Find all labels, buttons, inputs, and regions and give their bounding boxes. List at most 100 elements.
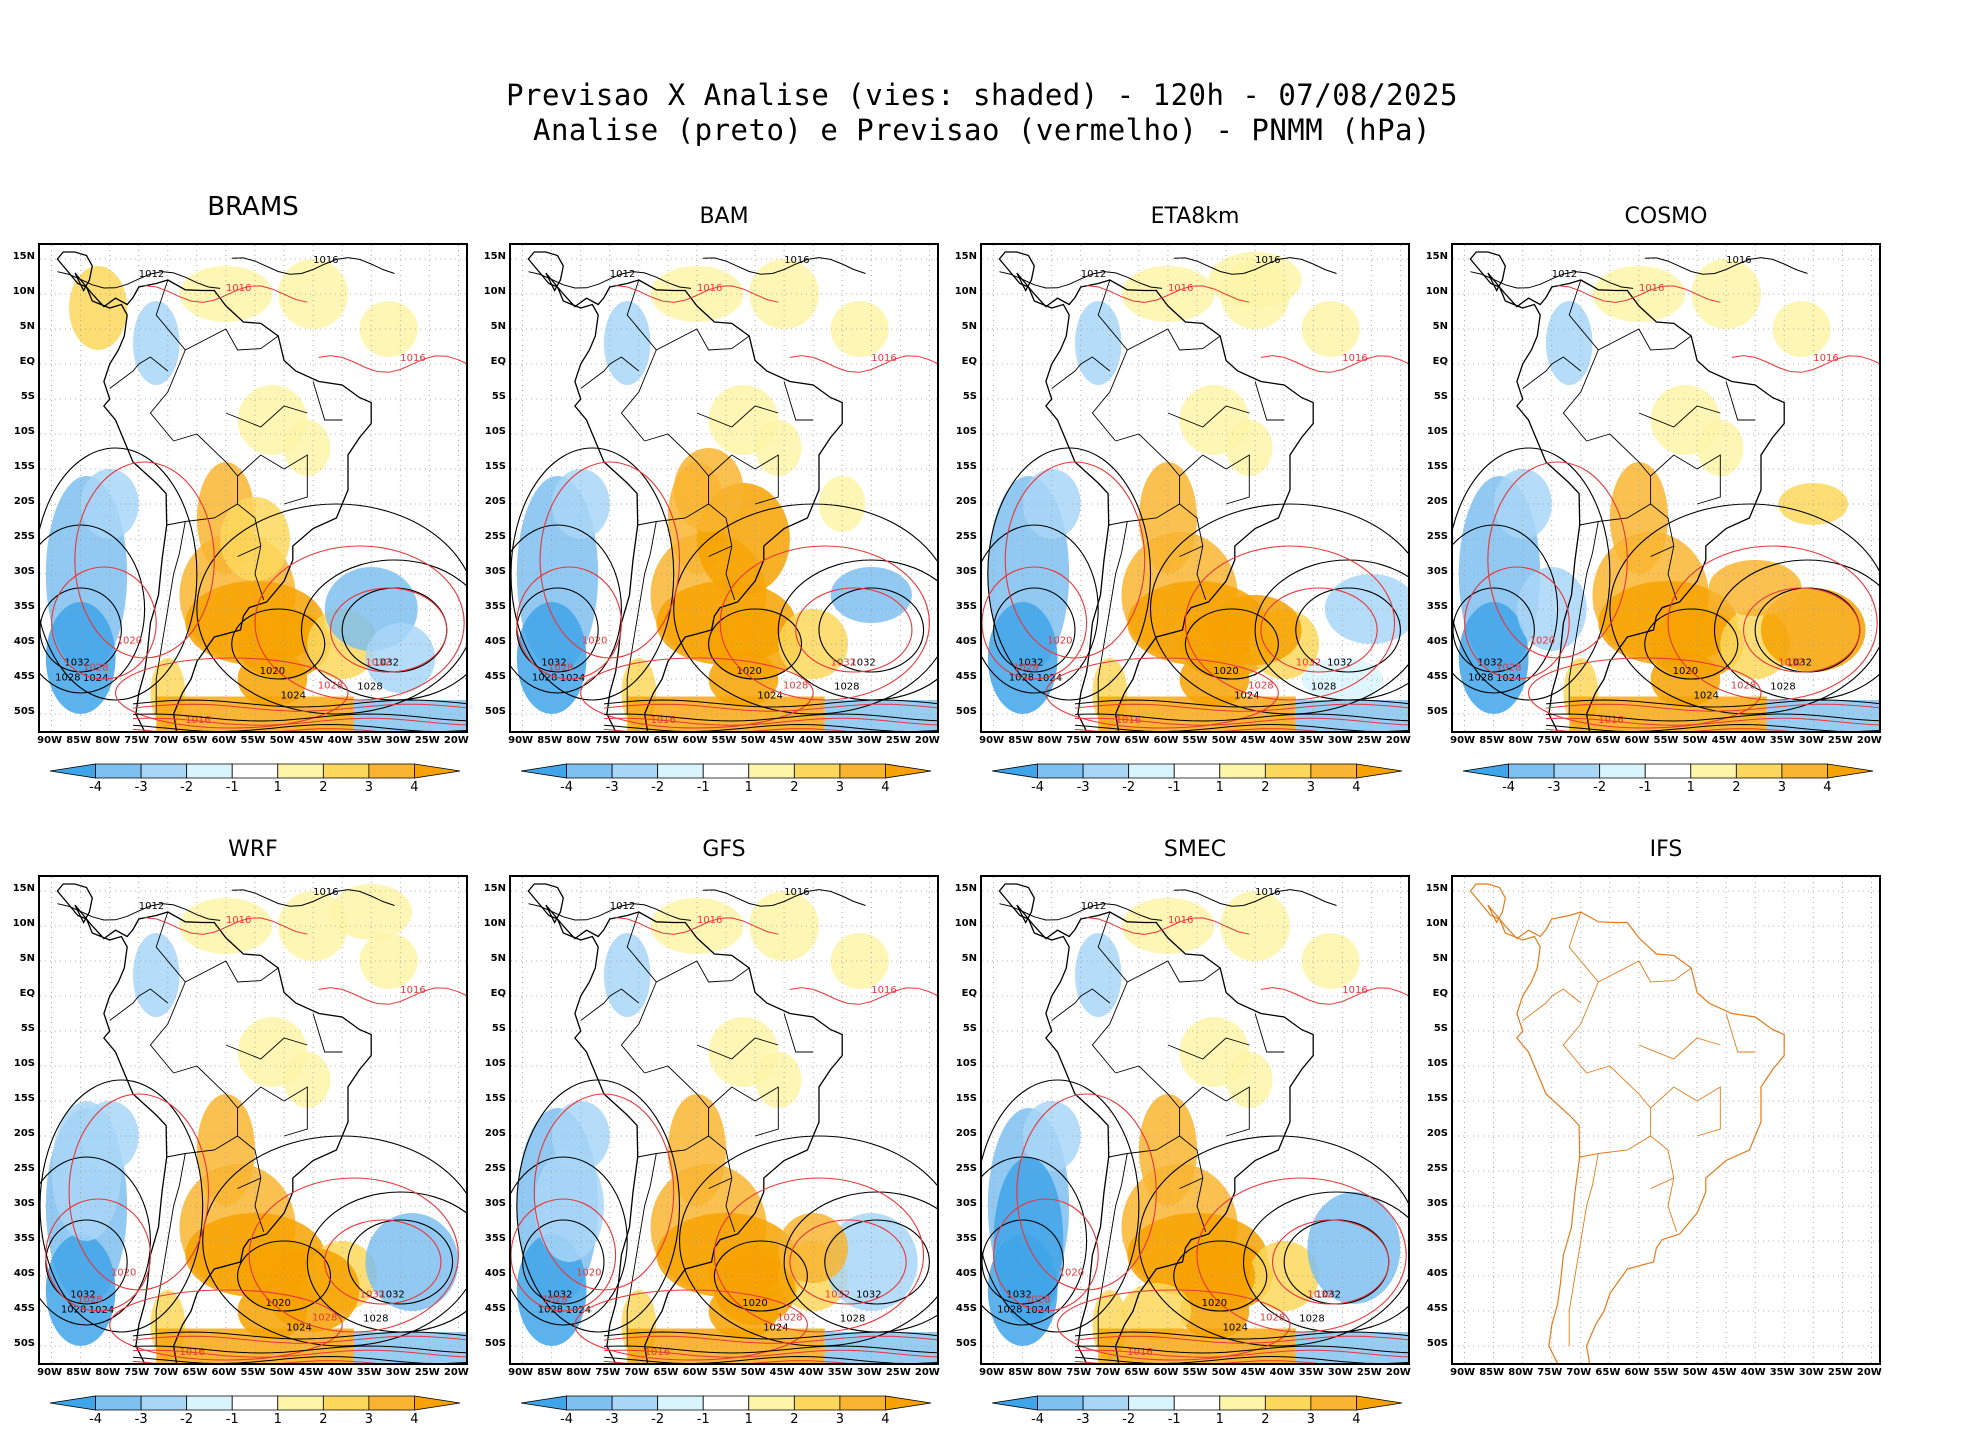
isobar — [1173, 1240, 1268, 1312]
isobar-label: 1020 — [736, 666, 761, 677]
lat-tick-label: 35S — [1426, 1233, 1448, 1244]
bias-shading — [1022, 469, 1081, 539]
lon-tick-label: 75W — [1537, 735, 1563, 746]
lon-tick-label: 90W — [37, 735, 63, 746]
isobar-label: 1020 — [1047, 635, 1072, 646]
isobar-label: 1032 — [1006, 1290, 1031, 1301]
isobar-label: 1032 — [1316, 1290, 1341, 1301]
isobar — [533, 1093, 675, 1291]
bias-shading — [51, 1101, 122, 1241]
colorbar-label: -2 — [651, 780, 665, 795]
colorbar-swatch — [277, 1395, 324, 1411]
isobar — [196, 503, 466, 715]
lon-tick-label: 70W — [624, 735, 650, 746]
coastline — [1469, 883, 1785, 1363]
lat-tick-label: 20S — [955, 1128, 977, 1139]
colorbar-label: 4 — [881, 780, 890, 795]
colorbar: -4 -3 -2 -1 1 2 3 4 — [49, 1395, 462, 1427]
isobar — [40, 524, 146, 694]
isobar-label: 1016 — [871, 353, 896, 364]
isobar — [1184, 545, 1396, 701]
country-border — [1179, 1086, 1227, 1109]
isobar — [324, 1219, 442, 1305]
lon-tick-label: 50W — [1211, 735, 1237, 746]
colorbar-swatch — [1264, 763, 1312, 779]
colorbar-swatch — [885, 763, 932, 779]
colorbar-swatch — [140, 763, 188, 779]
isobar — [1487, 461, 1628, 659]
isobar — [516, 1079, 681, 1333]
lat-tick-label: EQ — [1432, 356, 1448, 367]
colorbar-label: -3 — [1076, 1412, 1090, 1427]
colorbar-swatch — [1128, 763, 1175, 779]
isobar-label: 1028 — [840, 1314, 865, 1325]
isobar — [1074, 1349, 1408, 1358]
colorbar-label: -4 — [89, 1412, 103, 1427]
lat-tick-label: 45S — [13, 1303, 35, 1314]
bias-shading — [359, 301, 418, 357]
lon-tick-label: 55W — [711, 1367, 737, 1378]
lat-tick-label: 20S — [484, 496, 506, 507]
lat-tick-label: 5S — [1433, 391, 1448, 402]
colorbar-label: -3 — [605, 1412, 619, 1427]
country-border — [254, 1177, 265, 1233]
isobar-label: 1032 — [1296, 658, 1321, 669]
colorbar-label: 3 — [835, 1412, 845, 1427]
isobar-label: 1032 — [365, 658, 390, 669]
country-border — [1051, 356, 1111, 389]
isobar-label: 1028 — [834, 682, 859, 693]
colorbar-swatch — [95, 763, 142, 779]
colorbar-swatch — [49, 763, 96, 779]
bias-shading — [353, 700, 466, 731]
figure-title-line2: Analise (preto) e Previsao (vermelho) - … — [533, 113, 1431, 147]
lon-tick-label: 75W — [1066, 735, 1092, 746]
isobar — [132, 1331, 466, 1340]
colorbar-label: 1 — [1215, 780, 1224, 795]
country-border — [1650, 1086, 1698, 1109]
lon-tick-label: 20W — [443, 735, 469, 746]
lat-tick-label: 50S — [484, 1338, 506, 1349]
lat-tick-label: 10N — [1425, 918, 1448, 929]
bias-shading — [830, 301, 889, 357]
lon-tick-label: 60W — [682, 735, 708, 746]
panel-title: GFS — [702, 837, 746, 862]
colorbar-label: -4 — [1502, 780, 1516, 795]
lon-tick-label: 20W — [914, 1367, 940, 1378]
country-border — [1696, 454, 1721, 505]
isobar — [511, 524, 622, 694]
country-border — [1179, 1135, 1204, 1189]
lon-tick-label: 40W — [327, 735, 353, 746]
colorbar-swatch — [1310, 1395, 1357, 1411]
bias-shading — [278, 891, 348, 961]
lon-tick-label: 85W — [1479, 1367, 1505, 1378]
colorbar-label: 3 — [364, 1412, 374, 1427]
colorbar-label: -3 — [134, 780, 148, 795]
country-border — [580, 988, 640, 1021]
isobar — [789, 1219, 907, 1305]
country-border — [1196, 1177, 1207, 1233]
isobar — [1609, 503, 1879, 715]
colorbar-label: -4 — [1031, 780, 1045, 795]
isobar — [982, 524, 1099, 694]
lon-tick-label: 50W — [1682, 1367, 1708, 1378]
bias-shading — [278, 259, 348, 329]
colorbar-label: -2 — [180, 1412, 194, 1427]
country-border — [754, 1086, 779, 1137]
lon-tick-label: 45W — [298, 1367, 324, 1378]
lat-tick-label: 50S — [13, 706, 35, 717]
isobar — [789, 987, 937, 1005]
colorbar-swatch — [702, 1395, 750, 1411]
lon-tick-label: 75W — [595, 735, 621, 746]
colorbar: -4 -3 -2 -1 1 2 3 4 — [520, 763, 933, 795]
colorbar-label: -1 — [696, 780, 710, 795]
isobar-label: 1028 — [548, 663, 573, 674]
lon-tick-label: 60W — [1624, 1367, 1650, 1378]
lat-tick-label: 40S — [955, 1268, 977, 1279]
isobar — [539, 461, 681, 659]
lon-tick-label: 45W — [1240, 735, 1266, 746]
lon-tick-label: 25W — [414, 1367, 440, 1378]
isobar-label: 1016 — [871, 985, 896, 996]
country-border — [155, 1152, 186, 1346]
lon-tick-label: 65W — [653, 735, 679, 746]
